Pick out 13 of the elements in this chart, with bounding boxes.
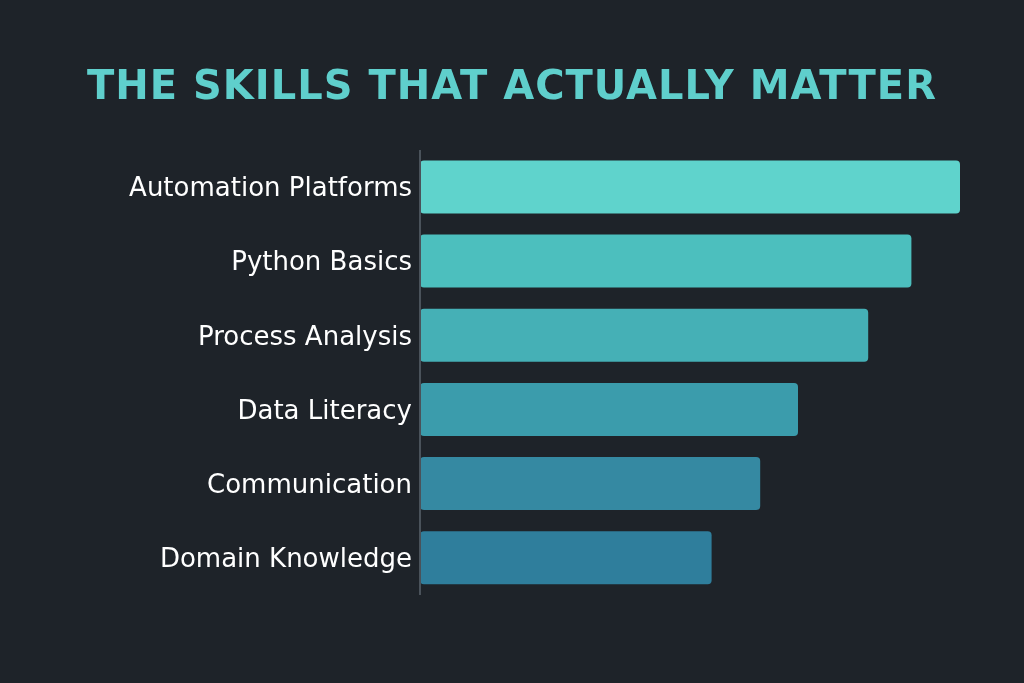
bar xyxy=(420,531,712,585)
y-tick-label: Python Basics xyxy=(231,246,412,277)
bar xyxy=(420,308,869,362)
y-tick-label: Data Literacy xyxy=(237,394,412,425)
y-tick-label: Domain Knowledge xyxy=(159,543,412,574)
bar xyxy=(420,457,761,511)
y-tick-label: Communication xyxy=(207,468,412,499)
chart-title: THE SKILLS THAT ACTUALLY MATTER xyxy=(86,62,938,108)
bar xyxy=(420,160,960,214)
bar xyxy=(420,234,912,288)
bar xyxy=(420,382,798,436)
y-tick-label: Automation Platforms xyxy=(129,172,412,203)
y-tick-label: Process Analysis xyxy=(197,320,412,351)
